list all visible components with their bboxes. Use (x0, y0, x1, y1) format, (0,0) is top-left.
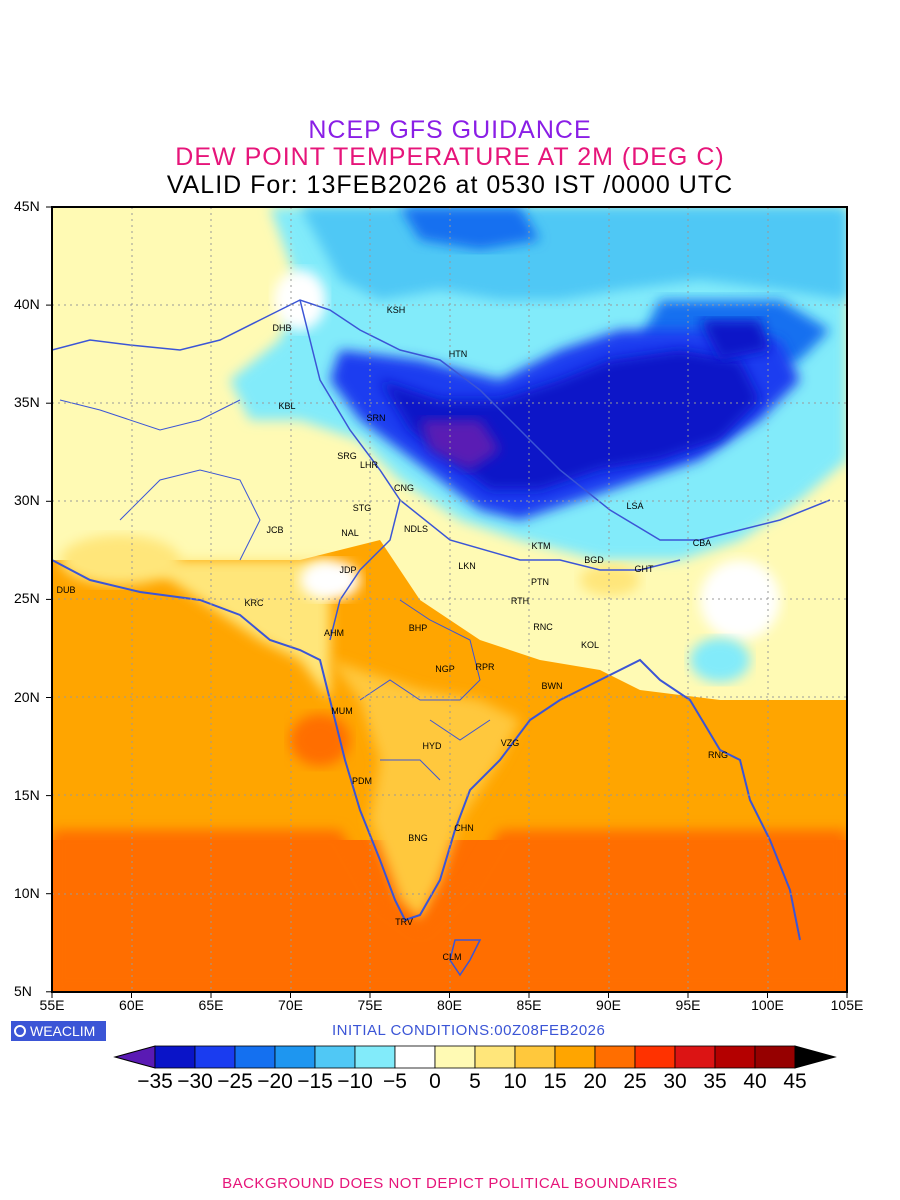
lon-label: 100E (751, 997, 784, 1013)
station-label-ahm: AHM (324, 628, 344, 638)
station-label-srg: SRG (337, 451, 357, 461)
station-label-bng: BNG (408, 833, 428, 843)
station-label-ksh: KSH (387, 305, 406, 315)
station-label-stg: STG (353, 503, 372, 513)
station-label-rng: RNG (708, 750, 728, 760)
station-label-mum: MUM (331, 706, 353, 716)
colorbar-label: 10 (503, 1070, 527, 1093)
footer-note: BACKGROUND DOES NOT DEPICT POLITICAL BOU… (222, 1175, 678, 1192)
initial-conditions: INITIAL CONDITIONS:00Z08FEB2026 (332, 1022, 606, 1039)
station-label-nal: NAL (341, 528, 359, 538)
colorbar-label: 20 (583, 1070, 607, 1093)
colorbar-label: −15 (297, 1070, 333, 1093)
station-label-bhp: BHP (409, 623, 428, 633)
station-label-dub: DUB (56, 585, 75, 595)
station-label-rth: RTH (511, 596, 529, 606)
lon-label: 90E (596, 997, 621, 1013)
station-label-lhr: LHR (360, 460, 379, 470)
lat-label: 20N (14, 688, 40, 705)
title-line-2: DEW POINT TEMPERATURE AT 2M (DEG C) (175, 143, 725, 171)
station-label-bwn: BWN (542, 681, 563, 691)
lat-label: 5N (14, 982, 32, 999)
colorbar-label: 40 (743, 1070, 767, 1093)
lat-label: 30N (14, 492, 40, 509)
colorbar-label: 15 (543, 1070, 567, 1093)
station-label-pdm: PDM (352, 776, 372, 786)
station-label-dhb: DHB (272, 323, 291, 333)
station-label-ngp: NGP (435, 664, 455, 674)
title-line-3: VALID For: 13FEB2026 at 0530 IST /0000 U… (166, 171, 734, 199)
station-label-ght: GHT (635, 564, 655, 574)
lat-label: 15N (14, 786, 40, 803)
lat-label: 25N (14, 590, 40, 607)
colorbar-label: 0 (429, 1070, 441, 1093)
lon-label: 60E (119, 997, 144, 1013)
colorbar-label: 35 (703, 1070, 727, 1093)
logo-text: WEACLIM (30, 1023, 96, 1039)
logo-ring-icon (14, 1025, 26, 1037)
colorbar-label: −5 (383, 1070, 407, 1093)
station-label-rnc: RNC (533, 622, 553, 632)
colorbar-label: −20 (257, 1070, 293, 1093)
station-label-srn: SRN (366, 413, 385, 423)
colorbar-label: −25 (217, 1070, 253, 1093)
lat-label: 40N (14, 296, 40, 313)
colorbar-label: −30 (177, 1070, 213, 1093)
station-label-ktm: KTM (532, 541, 551, 551)
title-line-1: NCEP GFS GUIDANCE (308, 116, 592, 144)
lat-label: 10N (14, 884, 40, 901)
colorbar-label: 25 (623, 1070, 647, 1093)
station-label-vzg: VZG (501, 738, 520, 748)
station-label-rpr: RPR (475, 662, 495, 672)
colorbar-label: −10 (337, 1070, 373, 1093)
weaclim-logo: WEACLIM (11, 1021, 106, 1041)
station-label-chn: CHN (454, 823, 474, 833)
station-label-lsa: LSA (626, 501, 643, 511)
colorbar-label: 5 (469, 1070, 481, 1093)
lon-label: 65E (198, 997, 224, 1013)
lon-label: 105E (830, 997, 864, 1013)
station-label-bgd: BGD (584, 555, 604, 565)
lon-label: 75E (357, 997, 383, 1013)
station-label-krc: KRC (244, 598, 264, 608)
colorbar-label: 45 (783, 1070, 807, 1093)
station-label-lkn: LKN (458, 561, 476, 571)
lat-label: 45N (14, 198, 40, 214)
lat-label: 35N (14, 394, 40, 411)
colorbar-label: 30 (663, 1070, 687, 1093)
station-label-ptn: PTN (531, 577, 549, 587)
lon-label: 80E (437, 997, 462, 1013)
station-label-jdp: JDP (339, 565, 356, 575)
station-label-htn: HTN (449, 349, 468, 359)
lon-label: 95E (675, 997, 701, 1013)
station-label-hyd: HYD (422, 741, 442, 751)
station-label-kbl: KBL (278, 401, 295, 411)
lon-label: 55E (39, 997, 65, 1013)
station-label-jcb: JCB (266, 525, 283, 535)
lon-label: 70E (278, 997, 303, 1013)
station-label-clm: CLM (442, 952, 461, 962)
station-label-ndls: NDLS (404, 524, 428, 534)
lon-label: 85E (516, 997, 542, 1013)
station-label-kol: KOL (581, 640, 599, 650)
graticule (52, 207, 847, 992)
station-label-cba: CBA (693, 538, 712, 548)
colorbar-label: −35 (137, 1070, 173, 1093)
station-label-cng: CNG (394, 483, 414, 493)
station-label-trv: TRV (395, 917, 413, 927)
